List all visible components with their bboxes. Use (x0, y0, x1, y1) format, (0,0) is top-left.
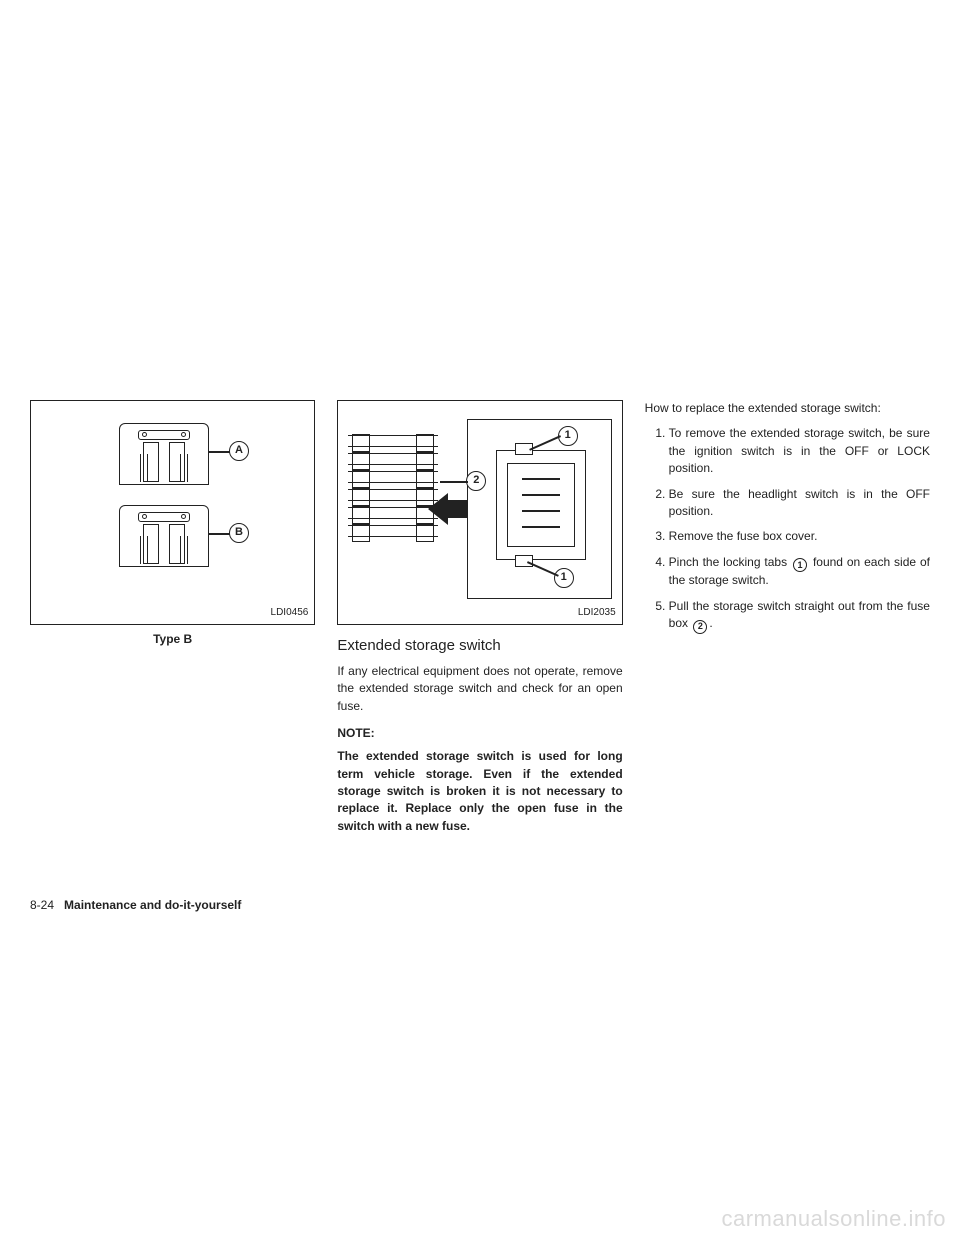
column-1: A B LDI0456 Type B (30, 400, 315, 845)
step-5b: . (709, 616, 712, 630)
figure-id-1: LDI0456 (271, 606, 309, 621)
page: A B LDI0456 Type B (0, 0, 960, 1242)
step-4: Pinch the locking tabs 1 found on each s… (669, 554, 930, 590)
lead-1-bottom (527, 561, 559, 576)
fuse-b-diagram (119, 505, 209, 567)
watermark: carmanualsonline.info (721, 1206, 946, 1232)
columns: A B LDI0456 Type B (30, 400, 930, 845)
step-2: Be sure the headlight switch is in the O… (669, 486, 930, 521)
detail-box: 1 1 (467, 419, 612, 599)
marker-b: B (229, 523, 249, 543)
step-5a: Pull the storage switch straight out fro… (669, 599, 930, 630)
fuse-a-diagram (119, 423, 209, 485)
paragraph-intro: If any electrical equipment does not ope… (337, 663, 622, 715)
figure-caption-1: Type B (30, 631, 315, 648)
note-body: The extended storage switch is used for … (337, 748, 622, 835)
steps-intro: How to replace the extended storage swit… (645, 400, 930, 417)
note-label: NOTE: (337, 725, 622, 742)
column-2: 1 1 2 LDI2035 Extended storage switch If… (337, 400, 622, 845)
lead-1-top (529, 435, 561, 450)
footer: 8-24 Maintenance and do-it-yourself (30, 898, 241, 912)
marker-line-b (209, 533, 231, 535)
marker-1-bottom: 1 (554, 568, 574, 588)
column-3: How to replace the extended storage swit… (645, 400, 930, 845)
ref-2-icon: 2 (693, 620, 707, 634)
figure-storage-switch: 1 1 2 LDI2035 (337, 400, 622, 625)
step-3: Remove the fuse box cover. (669, 528, 930, 545)
lead-2 (440, 481, 468, 483)
section-title: Maintenance and do-it-yourself (64, 898, 241, 912)
figure-id-2: LDI2035 (578, 606, 616, 621)
fusebox-diagram (348, 435, 438, 555)
step-1: To remove the extended storage switch, b… (669, 425, 930, 477)
subheading: Extended storage switch (337, 635, 622, 657)
ref-1-icon: 1 (793, 558, 807, 572)
figure-fuse-types: A B LDI0456 (30, 400, 315, 625)
step-4a: Pinch the locking tabs (669, 555, 791, 569)
page-number: 8-24 (30, 898, 54, 912)
marker-a: A (229, 441, 249, 461)
connector-diagram (496, 450, 586, 560)
steps-list: To remove the extended storage switch, b… (645, 425, 930, 633)
marker-line-a (209, 451, 231, 453)
step-5: Pull the storage switch straight out fro… (669, 598, 930, 634)
